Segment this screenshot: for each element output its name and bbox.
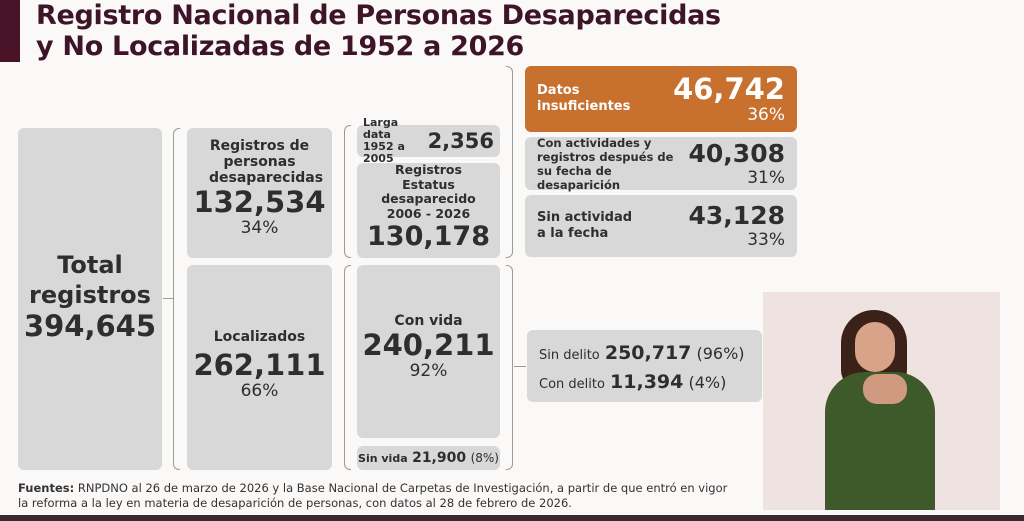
bracket <box>344 265 351 470</box>
con-delito-value: 11,394 <box>610 371 684 393</box>
connector <box>163 298 173 299</box>
sin-vida-value: 21,900 <box>412 450 467 466</box>
bracket <box>173 128 180 470</box>
datos-insuficientes-value: 46,742 <box>673 72 785 106</box>
desaparecidas-box: Registros de personas desaparecidas 132,… <box>187 128 332 258</box>
desaparecidas-pct: 34% <box>240 218 279 238</box>
sin-delito-row: Sin delito 250,717 (96%) <box>539 340 762 369</box>
desaparecidas-label: Registros de personas desaparecidas <box>209 138 324 186</box>
localizados-pct: 66% <box>240 381 279 401</box>
footer-text: RNPDNO al 26 de marzo de 2026 y la Base … <box>18 481 728 510</box>
con-vida-box: Con vida 240,211 92% <box>357 265 500 438</box>
estatus-label-4: 2006 - 2026 <box>386 205 471 221</box>
sin-vida-label: Sin vida <box>358 452 408 465</box>
localizados-box: Localizados 262,111 66% <box>187 265 332 470</box>
footer-sources: Fuentes: RNPDNO al 26 de marzo de 2026 y… <box>18 481 738 511</box>
sin-vida-pct: (8%) <box>470 451 499 465</box>
con-actividades-pct: 31% <box>747 167 785 188</box>
desaparecidas-value: 132,534 <box>193 185 326 219</box>
datos-insuficientes-label-1: Datos <box>537 83 580 98</box>
con-actividades-box: Con actividades y registros después de s… <box>525 136 797 192</box>
con-actividades-label-3: su fecha de desaparición <box>537 163 621 192</box>
con-actividades-label-2: registros después de <box>537 149 674 164</box>
total-value: 394,645 <box>23 309 157 343</box>
interpreter-hands <box>863 374 907 404</box>
bracket <box>506 265 513 470</box>
sin-actividad-label-2: a la fecha <box>537 226 609 241</box>
estatus-box: Registros Estatus desaparecido 2006 - 20… <box>357 162 500 258</box>
sin-delito-value: 250,717 <box>604 342 692 364</box>
larga-data-label-2: 1952 a 2005 <box>363 140 405 165</box>
sin-delito-label: Sin delito <box>539 348 600 363</box>
bottom-bar <box>0 515 1024 521</box>
larga-data-label-1: Larga data <box>363 116 399 141</box>
title-line-2: y No Localizadas de 1952 a 2026 <box>36 31 525 62</box>
total-label: Total <box>57 251 123 279</box>
con-actividades-label-1: Con actividades y <box>537 135 652 150</box>
estatus-label: Registros Estatus desaparecido 2006 - 20… <box>357 162 500 221</box>
sin-vida-box: Sin vida 21,900 (8%) <box>357 446 500 470</box>
con-delito-label: Con delito <box>539 377 605 392</box>
datos-insuficientes-label: Datos insuficientes <box>537 83 630 115</box>
sin-actividad-box: Sin actividad a la fecha 43,128 33% <box>525 195 797 257</box>
con-vida-label: Con vida <box>394 313 463 329</box>
larga-data-label: Larga data 1952 a 2005 <box>363 117 428 165</box>
estatus-value: 130,178 <box>367 221 490 252</box>
bracket <box>344 125 351 258</box>
page-title: Registro Nacional de Personas Desapareci… <box>36 0 721 62</box>
datos-insuficientes-pct: 36% <box>747 105 785 125</box>
sign-language-interpreter-video <box>763 292 1000 510</box>
title-line-1: Registro Nacional de Personas Desapareci… <box>36 0 721 31</box>
con-delito-row: Con delito 11,394 (4%) <box>539 369 762 398</box>
estatus-label-3: desaparecido <box>381 191 476 206</box>
estatus-label-1: Registros <box>395 162 462 177</box>
datos-insuficientes-label-2: insuficientes <box>537 99 631 114</box>
connector <box>514 366 526 367</box>
datos-insuficientes-box: Datos insuficientes 46,742 36% <box>525 66 797 132</box>
con-delito-pct: (4%) <box>688 373 727 392</box>
con-actividades-value: 40,308 <box>688 138 785 168</box>
sin-delito-pct: (96%) <box>696 344 745 363</box>
con-vida-value: 240,211 <box>362 328 495 362</box>
localizados-value: 262,111 <box>193 348 326 382</box>
delito-box: Sin delito 250,717 (96%) Con delito 11,3… <box>527 330 762 402</box>
title-accent-bar <box>0 0 20 62</box>
footer-label: Fuentes: <box>18 481 75 495</box>
total-box: Total registros 394,645 <box>18 128 162 470</box>
sin-actividad-label-1: Sin actividad <box>537 210 633 225</box>
con-actividades-label: Con actividades y registros después de s… <box>537 136 689 192</box>
con-vida-pct: 92% <box>409 361 448 381</box>
interpreter-face <box>855 322 895 372</box>
bracket <box>506 66 513 258</box>
sin-actividad-value: 43,128 <box>688 201 785 230</box>
sin-actividad-pct: 33% <box>747 230 785 250</box>
localizados-label: Localizados <box>213 329 306 345</box>
larga-data-box: Larga data 1952 a 2005 2,356 <box>357 117 500 165</box>
sin-actividad-label: Sin actividad a la fecha <box>537 210 632 242</box>
total-label-2: registros <box>29 281 151 309</box>
larga-data-value: 2,356 <box>427 129 494 153</box>
estatus-label-2: Estatus <box>402 176 455 192</box>
